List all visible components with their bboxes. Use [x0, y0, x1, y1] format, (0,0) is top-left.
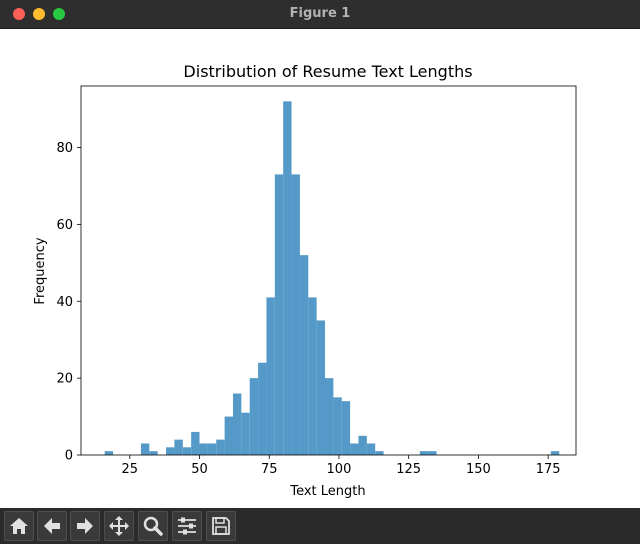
- histogram-bar: [241, 412, 250, 455]
- zoom-window-button[interactable]: [53, 8, 65, 20]
- y-tick-label: 60: [56, 218, 73, 233]
- home-button[interactable]: [4, 511, 34, 541]
- sliders-icon: [178, 517, 196, 535]
- zoom-icon: [143, 516, 163, 536]
- histogram-bar: [224, 416, 233, 455]
- save-button[interactable]: [206, 511, 236, 541]
- histogram-bar: [350, 443, 359, 455]
- histogram-bar: [174, 439, 183, 455]
- histogram-bar: [199, 443, 208, 455]
- arrow-right-icon: [77, 518, 93, 534]
- histogram-bar: [166, 447, 175, 455]
- histogram-bar: [149, 451, 158, 455]
- toolbar: [0, 508, 640, 544]
- x-tick-label: 50: [191, 462, 208, 477]
- bars-group: [104, 101, 560, 455]
- histogram-bar: [428, 451, 437, 455]
- histogram-bar: [249, 378, 259, 455]
- title-bar[interactable]: Figure 1: [0, 0, 640, 29]
- histogram-bar: [333, 397, 342, 455]
- histogram-bar: [216, 439, 225, 455]
- histogram-bar: [291, 174, 300, 455]
- histogram-bar: [232, 393, 242, 455]
- x-tick-label: 100: [327, 462, 352, 477]
- histogram-bar: [375, 451, 384, 455]
- histogram-bar: [104, 451, 114, 455]
- subplots-button[interactable]: [172, 511, 202, 541]
- histogram-bar: [550, 451, 560, 455]
- x-axis-label: Text Length: [289, 484, 365, 499]
- y-axis-label: Frequency: [33, 237, 48, 304]
- x-tick-label: 25: [122, 462, 139, 477]
- y-tick-label: 20: [56, 372, 73, 387]
- figure-canvas[interactable]: 25 50 75 100 125 150 175 0 20 40 60 80 Distributio…: [0, 29, 640, 507]
- histogram-bar: [182, 447, 192, 455]
- histogram-bar: [358, 435, 367, 455]
- histogram-chart: 25 50 75 100 125 150 175 0 20 40 60 80 Distributio…: [33, 62, 577, 499]
- x-tick-label: 125: [396, 462, 421, 477]
- histogram-bar: [341, 401, 351, 455]
- histogram-bar: [366, 443, 376, 455]
- move-icon: [109, 516, 129, 536]
- back-button[interactable]: [37, 511, 67, 541]
- histogram-bar: [283, 101, 292, 455]
- histogram-bar: [207, 443, 217, 455]
- x-tick-label: 175: [536, 462, 561, 477]
- histogram-bar: [325, 378, 334, 455]
- pan-button[interactable]: [104, 511, 134, 541]
- histogram-bar: [299, 255, 309, 455]
- chart-title: Distribution of Resume Text Lengths: [183, 62, 472, 81]
- y-tick-label: 0: [65, 449, 73, 464]
- zoom-button[interactable]: [138, 511, 168, 541]
- histogram-bar: [419, 451, 429, 455]
- y-tick-label: 40: [56, 295, 73, 310]
- plot-frame: [80, 85, 577, 456]
- histogram-bar: [308, 297, 317, 455]
- histogram-bar: [274, 174, 284, 455]
- histogram-bar: [191, 431, 200, 455]
- histogram-bar: [140, 443, 150, 455]
- arrow-left-icon: [44, 518, 60, 534]
- forward-button[interactable]: [70, 511, 100, 541]
- window-title: Figure 1: [289, 6, 351, 21]
- y-ticks: 0 20 40 60 80: [56, 141, 81, 464]
- x-tick-label: 75: [261, 462, 278, 477]
- y-tick-label: 80: [56, 141, 73, 156]
- close-button[interactable]: [13, 8, 25, 20]
- x-tick-label: 150: [466, 462, 491, 477]
- x-ticks: 25 50 75 100 125 150 175: [122, 455, 561, 477]
- minimize-button[interactable]: [33, 8, 45, 20]
- home-icon: [10, 518, 28, 534]
- histogram-bar: [316, 320, 326, 455]
- histogram-bar: [266, 297, 275, 455]
- histogram-bar: [258, 362, 267, 455]
- save-icon: [212, 517, 230, 535]
